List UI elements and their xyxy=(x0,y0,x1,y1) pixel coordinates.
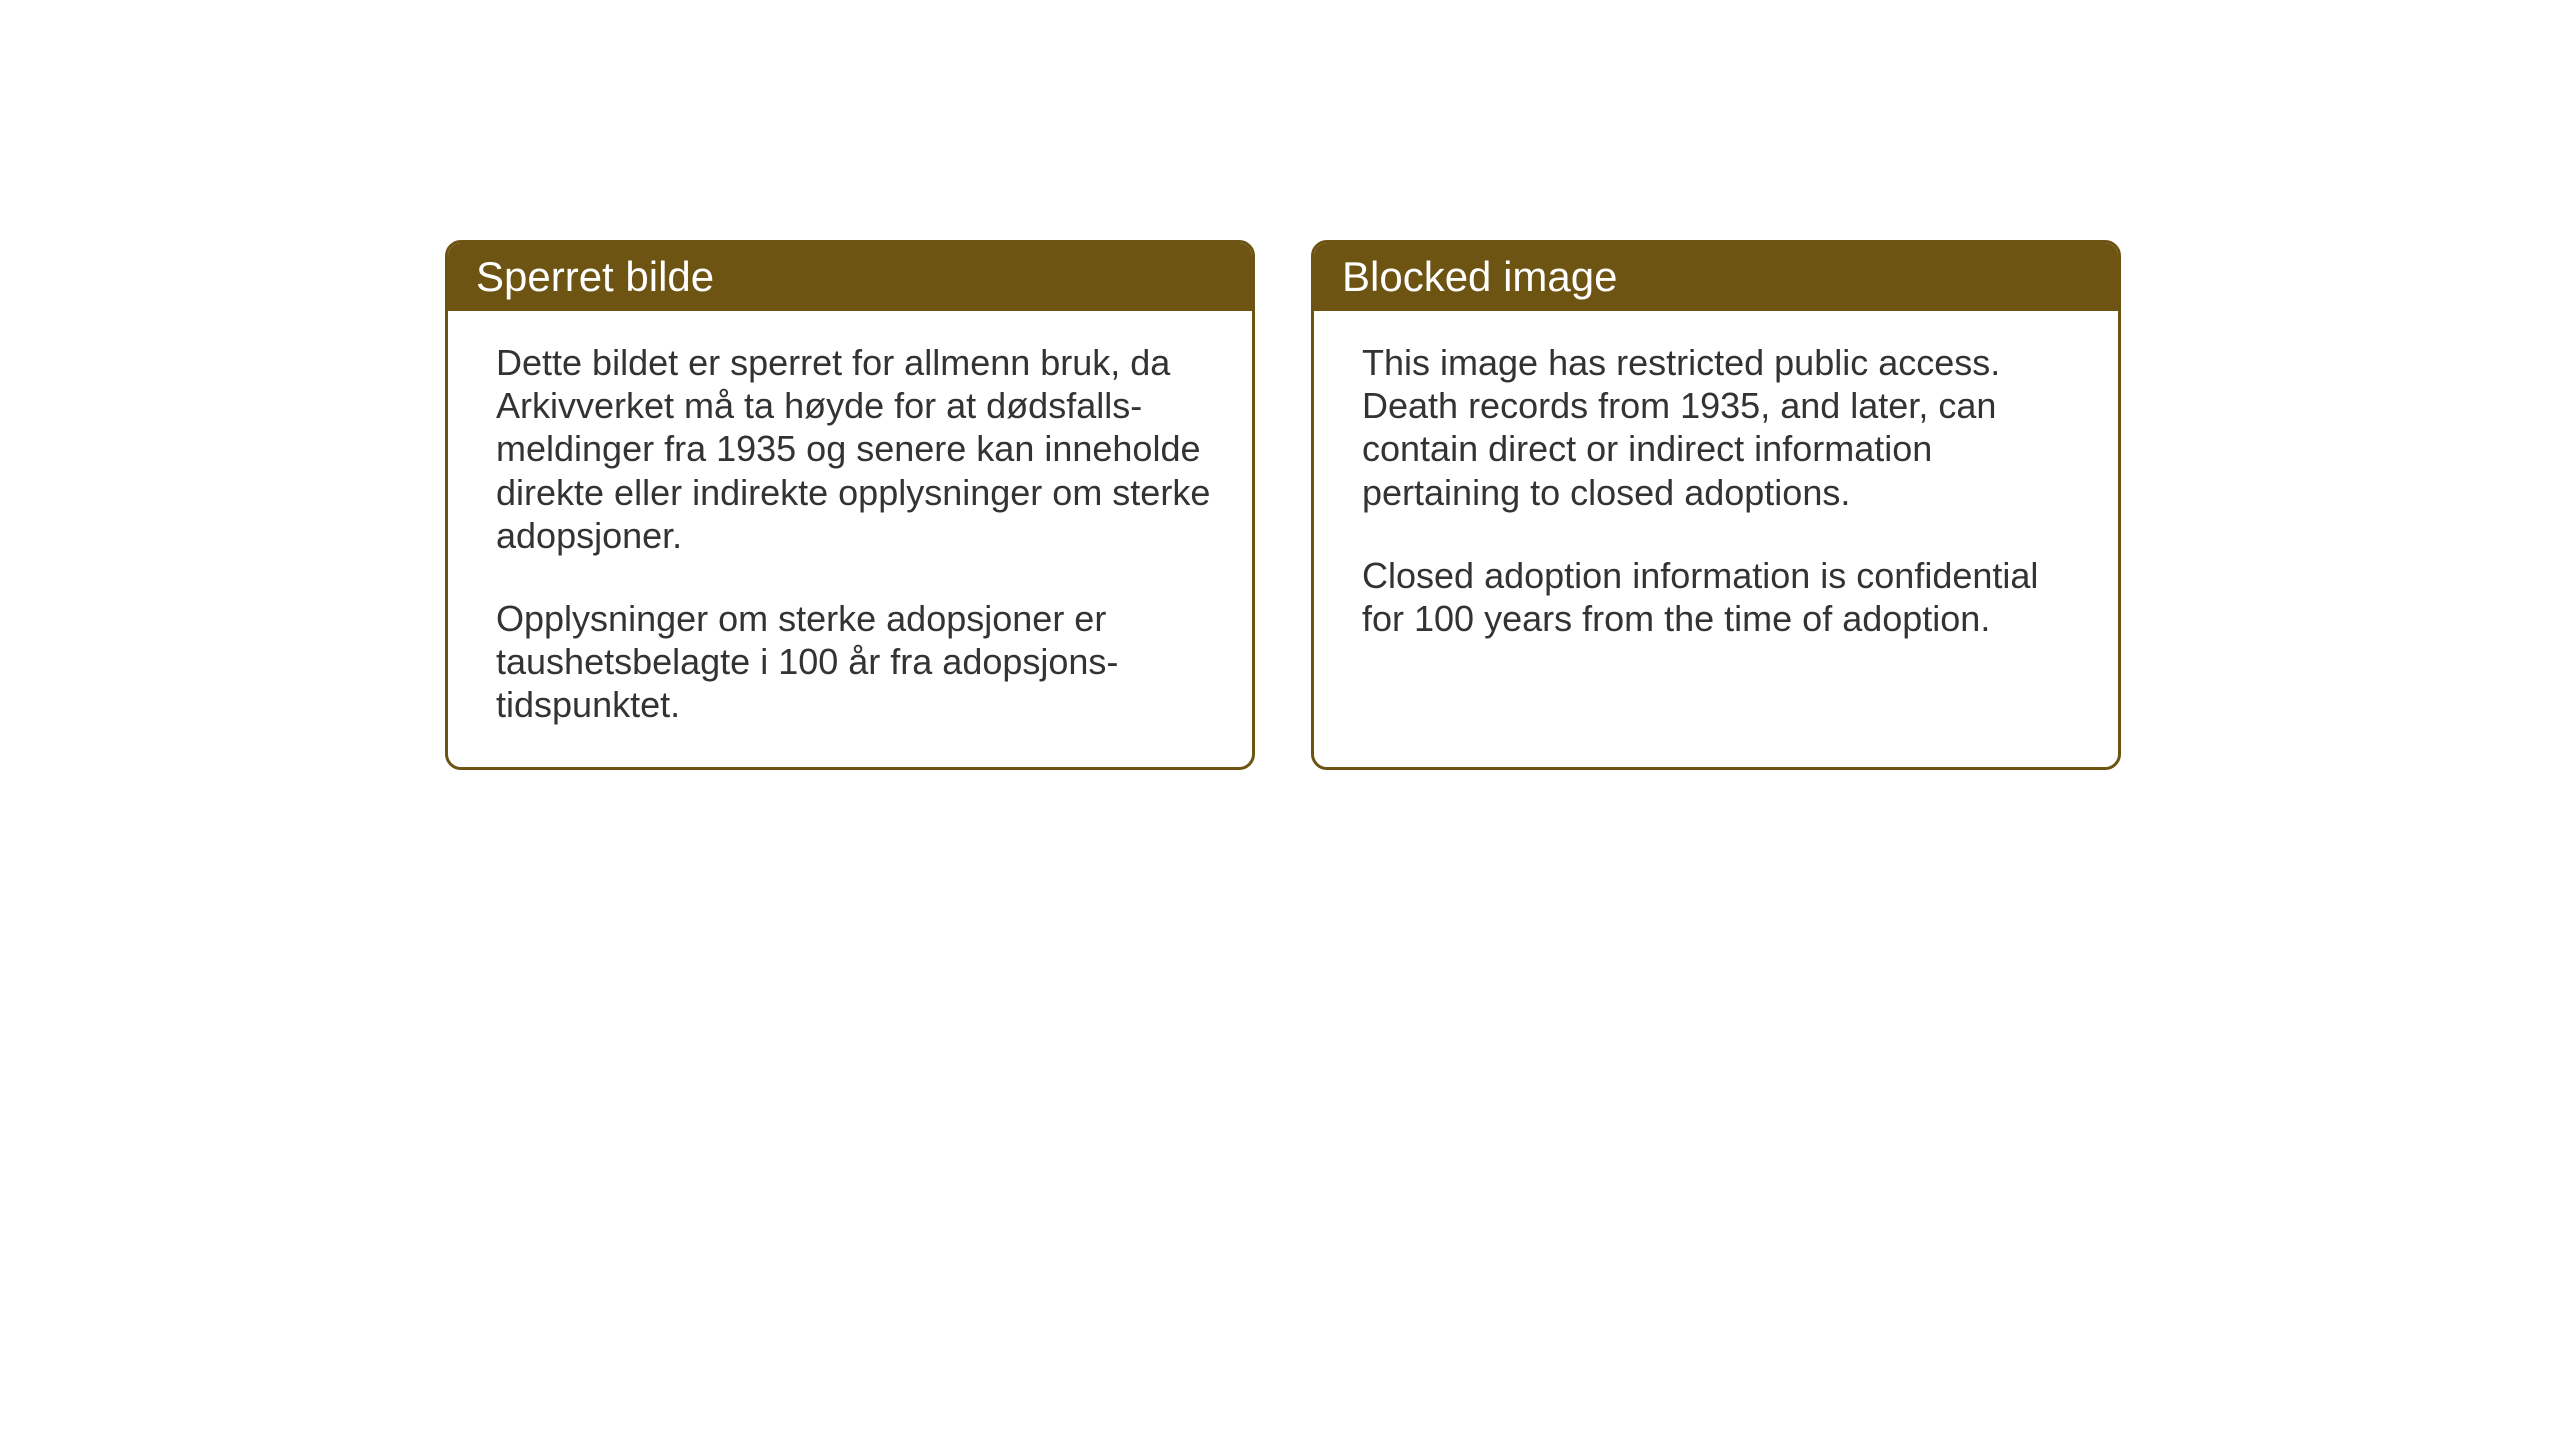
card-paragraph: Closed adoption information is confident… xyxy=(1362,554,2078,640)
card-body: Dette bildet er sperret for allmenn bruk… xyxy=(448,311,1252,767)
card-body: This image has restricted public access.… xyxy=(1314,311,2118,680)
card-title: Sperret bilde xyxy=(476,253,714,300)
card-header: Blocked image xyxy=(1314,243,2118,311)
cards-container: Sperret bilde Dette bildet er sperret fo… xyxy=(445,240,2121,770)
card-paragraph: Opplysninger om sterke adopsjoner er tau… xyxy=(496,597,1212,727)
card-paragraph: This image has restricted public access.… xyxy=(1362,341,2078,514)
card-header: Sperret bilde xyxy=(448,243,1252,311)
card-title: Blocked image xyxy=(1342,253,1617,300)
notice-card-english: Blocked image This image has restricted … xyxy=(1311,240,2121,770)
card-paragraph: Dette bildet er sperret for allmenn bruk… xyxy=(496,341,1212,557)
notice-card-norwegian: Sperret bilde Dette bildet er sperret fo… xyxy=(445,240,1255,770)
